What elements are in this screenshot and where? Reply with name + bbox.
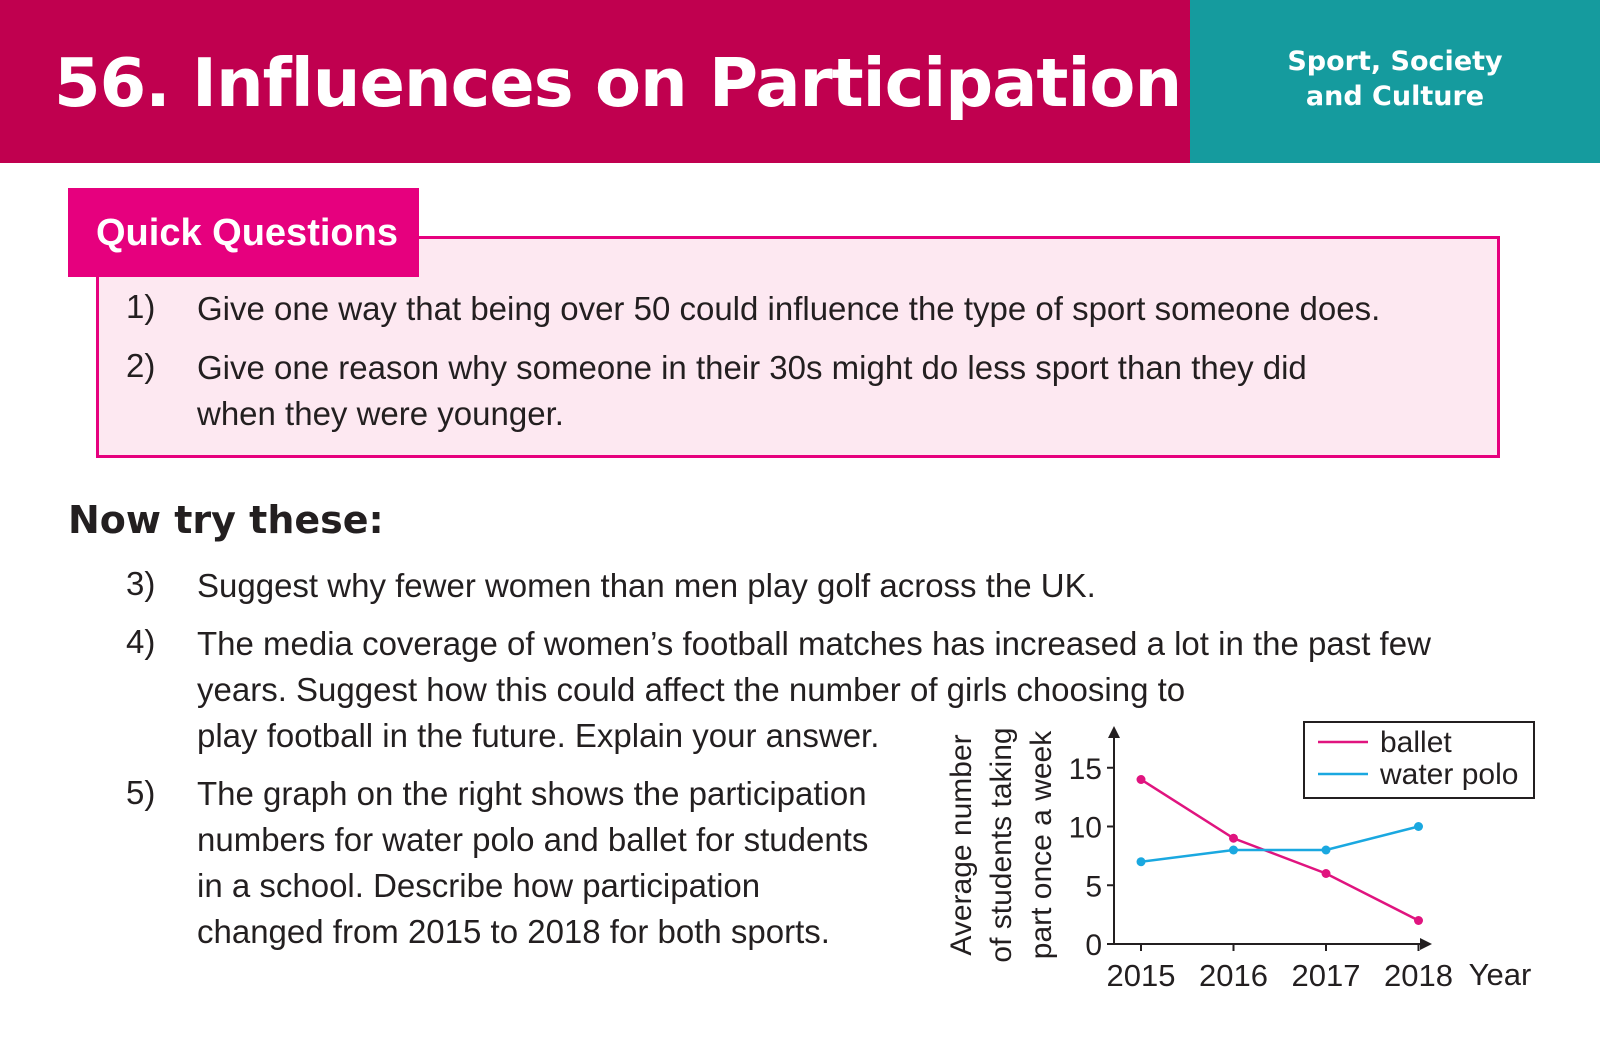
question-number: 3)	[126, 565, 156, 602]
chart-series	[1136, 775, 1423, 925]
topic-line-1: Sport, Society	[1287, 46, 1503, 77]
question-line: Give one reason why someone in their 30s…	[197, 349, 1307, 386]
data-point-water-polo	[1229, 845, 1238, 855]
question-number: 4)	[126, 623, 156, 660]
data-point-ballet	[1321, 869, 1331, 878]
question-line: years. Suggest how this could affect the…	[197, 671, 1186, 708]
question-line: numbers for water polo and ballet for st…	[197, 821, 869, 858]
now-try-heading: Now try these:	[68, 498, 384, 542]
data-point-water-polo	[1321, 845, 1331, 855]
y-axis-label-line: Average number	[945, 734, 978, 955]
legend-label: water polo	[1379, 758, 1518, 791]
y-axis-label-line: part once a week	[1025, 730, 1058, 959]
y-axis-label: Average number of students taking part onc…	[945, 727, 1058, 962]
x-tick-label: 2016	[1199, 958, 1268, 993]
topic-line-2: and Culture	[1305, 81, 1485, 112]
question-4-text: The media coverage of women’s football m…	[197, 621, 1431, 759]
question-3-text: Suggest why fewer women than men play go…	[197, 563, 1096, 609]
x-axis-arrow	[1420, 938, 1432, 950]
question-number: 5)	[126, 774, 156, 811]
question-line: when they were younger.	[197, 395, 564, 432]
data-point-water-polo	[1414, 822, 1423, 831]
question-line: in a school. Describe how participation	[197, 867, 761, 904]
y-tick-label: 10	[1069, 812, 1102, 845]
page-title: 56. Influences on Participation (3)	[54, 44, 1309, 122]
question-number: 1)	[126, 288, 156, 325]
chart-axes	[1108, 726, 1432, 950]
series-line-water-polo	[1140, 825, 1419, 863]
y-axis-label-line: of students taking	[985, 727, 1018, 962]
y-tick-label: 0	[1085, 929, 1102, 962]
x-tick-label: 2017	[1292, 958, 1361, 993]
data-point-ballet	[1229, 833, 1238, 843]
question-line: Suggest why fewer women than men play go…	[197, 567, 1096, 604]
quick-questions-tab: Quick Questions	[68, 188, 419, 277]
data-point-ballet	[1414, 916, 1423, 925]
question-line: changed from 2015 to 2018 for both sport…	[197, 913, 830, 950]
x-axis-label: Year	[1469, 957, 1532, 992]
topic-label: Sport, Society and Culture	[1190, 0, 1600, 163]
question-line: The media coverage of women’s football m…	[197, 625, 1431, 662]
question-line: Give one way that being over 50 could in…	[197, 290, 1381, 327]
legend-box	[1303, 721, 1535, 799]
question-1-text: Give one way that being over 50 could in…	[197, 286, 1380, 332]
data-point-ballet	[1136, 775, 1146, 784]
y-tick-label: 5	[1085, 870, 1102, 903]
question-5-text: The graph on the right shows the partici…	[197, 771, 868, 955]
quick-questions-label: Quick Questions	[96, 212, 398, 254]
x-tick-label: 2015	[1107, 958, 1176, 993]
question-number: 2)	[126, 347, 156, 384]
header-bar: 56. Influences on Participation (3)	[0, 0, 1309, 163]
series-line-ballet	[1140, 778, 1420, 922]
chart-ticks: 0 5 10 15 2015 2016 2017 2018 Year	[1069, 753, 1532, 993]
data-point-water-polo	[1136, 857, 1146, 867]
question-line: play football in the future. Explain you…	[197, 717, 880, 754]
legend-label: ballet	[1380, 726, 1452, 759]
question-2-text: Give one reason why someone in their 30s…	[197, 345, 1307, 437]
y-axis-arrow	[1108, 726, 1120, 738]
y-tick-label: 15	[1069, 753, 1102, 786]
x-tick-label: 2018	[1384, 958, 1453, 993]
question-line: The graph on the right shows the partici…	[197, 775, 867, 812]
